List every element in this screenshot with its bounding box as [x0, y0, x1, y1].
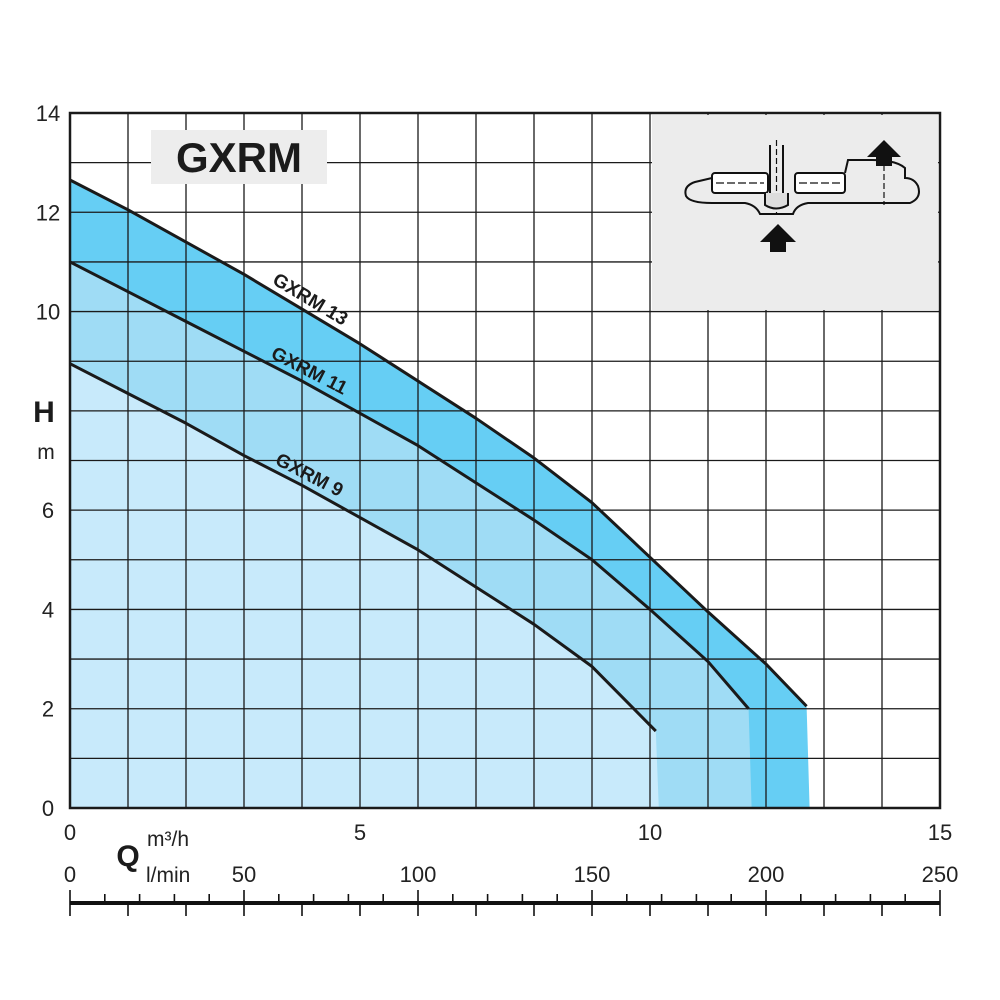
x-axis-unit-primary: m³/h	[147, 828, 189, 851]
pictogram-panel	[652, 115, 938, 310]
x-tick-label: 15	[928, 820, 952, 845]
inlet-arrow-icon	[760, 224, 796, 252]
y-tick-label: 14	[36, 101, 60, 126]
plot-frame	[68, 111, 942, 810]
x-axis-label: Q	[116, 840, 139, 873]
y-tick-label: 6	[42, 498, 54, 523]
x2-tick-labels: 0 50 100 150 200 250	[64, 862, 958, 887]
title-box	[151, 130, 327, 184]
gxrm-11-line	[69, 260, 750, 710]
series-lines	[69, 178, 808, 733]
y-tick-label: 12	[36, 200, 60, 225]
curve-areas	[70, 180, 810, 809]
x-tick-labels: 0 5 10 15	[64, 820, 952, 845]
y-tick-label: 4	[42, 597, 54, 622]
y-tick-labels: 0 2 4 6 10 12 14	[36, 101, 60, 821]
y-axis-label: H	[33, 396, 55, 429]
x2-tick-label: 100	[400, 862, 437, 887]
x2-tick-label: 50	[232, 862, 256, 887]
x2-tick-label: 250	[922, 862, 959, 887]
y-tick-label: 10	[36, 300, 60, 325]
pump-flow-pictogram	[684, 140, 920, 215]
x2-tick-label: 200	[748, 862, 785, 887]
x-axis-unit-secondary: l/min	[146, 864, 190, 887]
x-tick-label: 0	[64, 820, 76, 845]
chart-title: GXRM	[176, 134, 302, 181]
y-tick-label: 0	[42, 796, 54, 821]
x-tick-label: 10	[638, 820, 662, 845]
y-axis-unit: m	[37, 441, 55, 464]
x-tick-label: 5	[354, 820, 366, 845]
x2-tick-label: 150	[574, 862, 611, 887]
gxrm-13-line	[69, 178, 808, 708]
gxrm-9-line	[69, 362, 657, 733]
x2-tick-label: 0	[64, 862, 76, 887]
outlet-arrow-icon	[867, 140, 901, 166]
y-tick-label: 2	[42, 697, 54, 722]
scale-ruler-ticks	[69, 890, 941, 916]
gxrm-9-area	[70, 363, 659, 808]
